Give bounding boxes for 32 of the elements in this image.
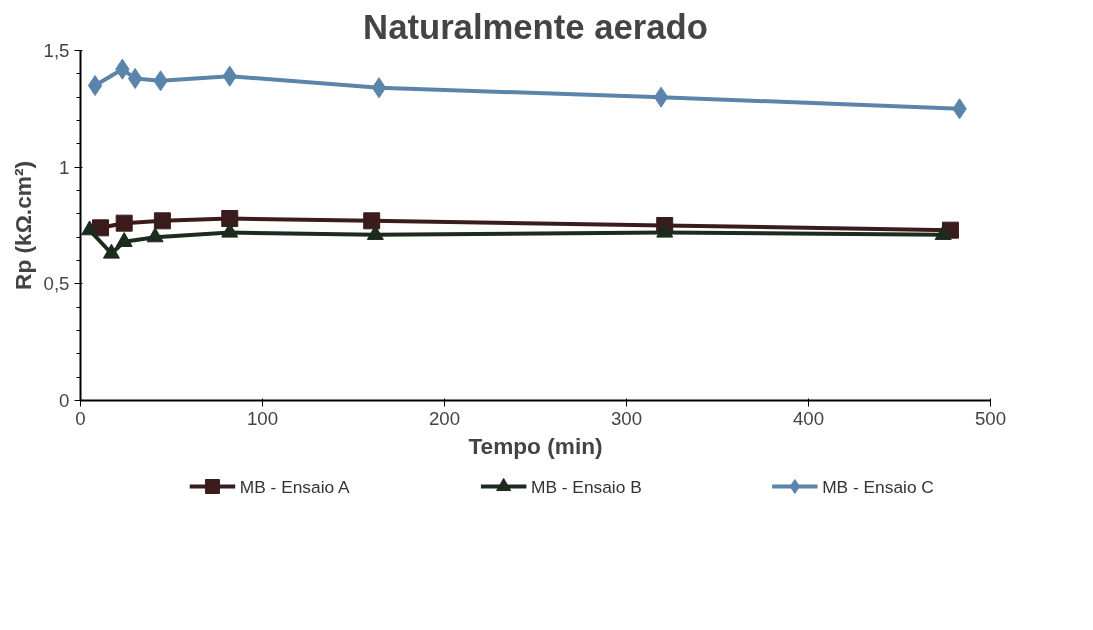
point	[221, 210, 239, 227]
x-tick-label: 500	[974, 407, 1007, 429]
point	[87, 75, 103, 96]
point	[363, 212, 381, 230]
point	[81, 220, 99, 236]
point	[115, 232, 133, 247]
x-tick-label: 100	[246, 407, 279, 429]
y-tick-label: 1,5	[43, 40, 70, 61]
point	[371, 77, 387, 99]
legend-label: MB - Ensaio A	[239, 476, 350, 497]
legend-label: MB - Ensaio B	[530, 476, 642, 497]
x-tick-label: 200	[428, 407, 461, 429]
y-tick-label: 1	[59, 156, 70, 178]
point	[115, 214, 133, 232]
point	[102, 243, 120, 259]
y-tick-label: 0,5	[43, 273, 70, 295]
point	[153, 212, 171, 230]
point	[934, 225, 952, 240]
point	[656, 222, 674, 238]
x-tick-label: 400	[792, 407, 825, 429]
point	[127, 68, 143, 89]
point	[653, 86, 669, 108]
point	[366, 225, 384, 240]
x-tick-label: 0	[75, 407, 86, 429]
y-axis-title: Rp (kΩ.cm²)	[9, 161, 36, 290]
point	[146, 227, 164, 243]
x-axis-title: Tempo (min)	[468, 432, 603, 459]
x-tick-label: 300	[610, 407, 643, 429]
point	[221, 222, 239, 238]
chart-title: Naturalmente aerado	[363, 7, 708, 46]
y-tick-label: 0	[59, 390, 70, 411]
legend-label: MB - Ensaio C	[822, 476, 934, 497]
